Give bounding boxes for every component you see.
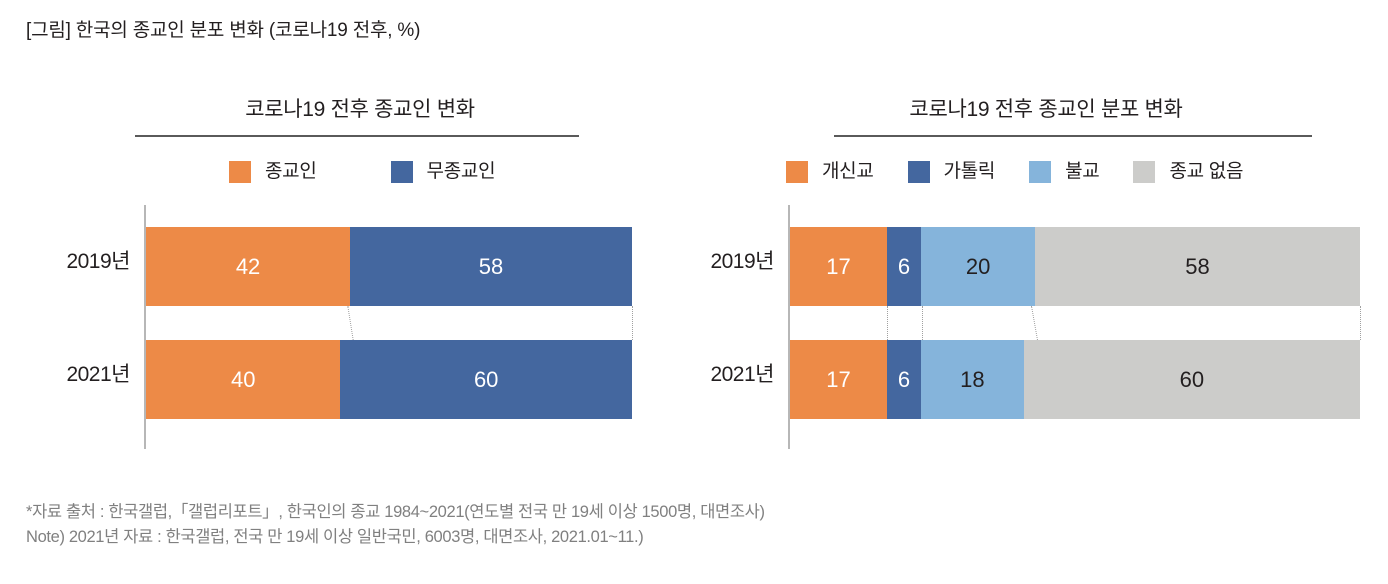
bar-value-label: 42 <box>235 253 261 279</box>
legend-swatch-icon <box>786 161 808 183</box>
segment-connector <box>1031 306 1038 340</box>
bar-value-label: 60 <box>473 366 499 392</box>
bar-row-2021: 40 60 <box>146 340 632 419</box>
title-underline-right <box>834 135 1312 137</box>
category-axis-line <box>788 205 790 449</box>
legend-left: 종교인 무종교인 <box>26 161 676 183</box>
legend-swatch-icon <box>390 161 413 183</box>
plot-area-left: 2019년 42 58 2021년 40 60 <box>26 205 676 449</box>
legend-label: 종교인 <box>265 161 317 182</box>
legend-swatch-icon <box>907 161 930 183</box>
bar-row-2019: 17 6 20 58 <box>790 227 1360 306</box>
footnote-source: *자료 출처 : 한국갤럽,「갤럽리포트」, 한국인의 종교 1984~2021… <box>26 503 765 521</box>
bar-segment-none[interactable]: 60 <box>1023 340 1360 419</box>
footnote-block: *자료 출처 : 한국갤럽,「갤럽리포트」, 한국인의 종교 1984~2021… <box>26 500 765 550</box>
bar-segment-nonreligious[interactable]: 58 <box>350 227 632 306</box>
title-underline-left <box>135 135 579 137</box>
legend-item-buddhist[interactable]: 불교 <box>1029 161 1100 183</box>
legend-item-nonreligious[interactable]: 무종교인 <box>390 161 496 183</box>
bar-value-label: 58 <box>478 253 504 279</box>
bar-row-2021: 17 6 18 60 <box>790 340 1360 419</box>
category-axis-line <box>144 205 146 449</box>
bar-row-2019: 42 58 <box>146 227 632 306</box>
legend-swatch-icon <box>229 161 251 183</box>
bar-value-label: 40 <box>230 366 256 392</box>
segment-connector <box>1360 306 1361 340</box>
segment-connector <box>887 306 888 340</box>
bar-value-label: 6 <box>897 366 911 392</box>
legend-item-protestant[interactable]: 개신교 <box>786 161 874 183</box>
bar-value-label: 18 <box>960 366 985 392</box>
legend-right: 개신교 가톨릭 불교 종교 없음 <box>700 161 1370 183</box>
bar-segment-buddhist[interactable]: 18 <box>921 340 1024 419</box>
bar-value-label: 17 <box>826 253 851 279</box>
segment-connector <box>632 306 633 340</box>
chart-panel-left: 코로나19 전후 종교인 변화 종교인 무종교인 2019년 42 58 202… <box>26 96 676 449</box>
chart-title-left: 코로나19 전후 종교인 변화 <box>245 98 475 121</box>
bar-segment-nonreligious[interactable]: 60 <box>340 340 632 419</box>
figure-title: [그림] 한국의 종교인 분포 변화 (코로나19 전후, %) <box>26 20 421 41</box>
category-label-2021: 2021년 <box>710 363 774 386</box>
segment-connector <box>922 306 923 340</box>
segment-connector <box>347 306 354 340</box>
category-label-2019: 2019년 <box>710 250 774 273</box>
bar-segment-protestant[interactable]: 17 <box>790 227 887 306</box>
bar-value-label: 60 <box>1179 366 1205 392</box>
chart-panel-right: 코로나19 전후 종교인 분포 변화 개신교 가톨릭 불교 종교 없음 2019… <box>700 96 1370 449</box>
legend-item-none[interactable]: 종교 없음 <box>1133 161 1243 183</box>
bar-segment-religious[interactable]: 42 <box>146 227 351 306</box>
legend-item-religious[interactable]: 종교인 <box>229 161 317 183</box>
category-label-2019: 2019년 <box>66 250 130 273</box>
footnote-note: Note) 2021년 자료 : 한국갤럽, 전국 만 19세 이상 일반국민,… <box>26 528 644 546</box>
bar-segment-catholic[interactable]: 6 <box>886 227 922 306</box>
legend-swatch-icon <box>1133 161 1156 183</box>
legend-label: 가톨릭 <box>943 161 996 182</box>
bar-value-label: 58 <box>1185 253 1210 279</box>
legend-label: 개신교 <box>822 161 874 182</box>
chart-title-right: 코로나19 전후 종교인 분포 변화 <box>909 98 1183 121</box>
legend-label: 무종교인 <box>426 161 496 182</box>
bar-segment-none[interactable]: 58 <box>1035 227 1360 306</box>
bar-segment-catholic[interactable]: 6 <box>886 340 922 419</box>
legend-swatch-icon <box>1029 161 1052 183</box>
plot-area-right: 2019년 17 6 20 58 2021년 17 6 <box>700 205 1370 449</box>
legend-label: 종교 없음 <box>1169 161 1244 182</box>
bar-value-label: 20 <box>965 253 991 279</box>
bar-value-label: 6 <box>897 253 911 279</box>
bar-segment-protestant[interactable]: 17 <box>790 340 887 419</box>
legend-label: 불교 <box>1065 161 1100 182</box>
category-label-2021: 2021년 <box>66 363 130 386</box>
bar-value-label: 17 <box>826 366 851 392</box>
bar-segment-buddhist[interactable]: 20 <box>921 227 1036 306</box>
bar-segment-religious[interactable]: 40 <box>146 340 341 419</box>
legend-item-catholic[interactable]: 가톨릭 <box>907 161 996 183</box>
